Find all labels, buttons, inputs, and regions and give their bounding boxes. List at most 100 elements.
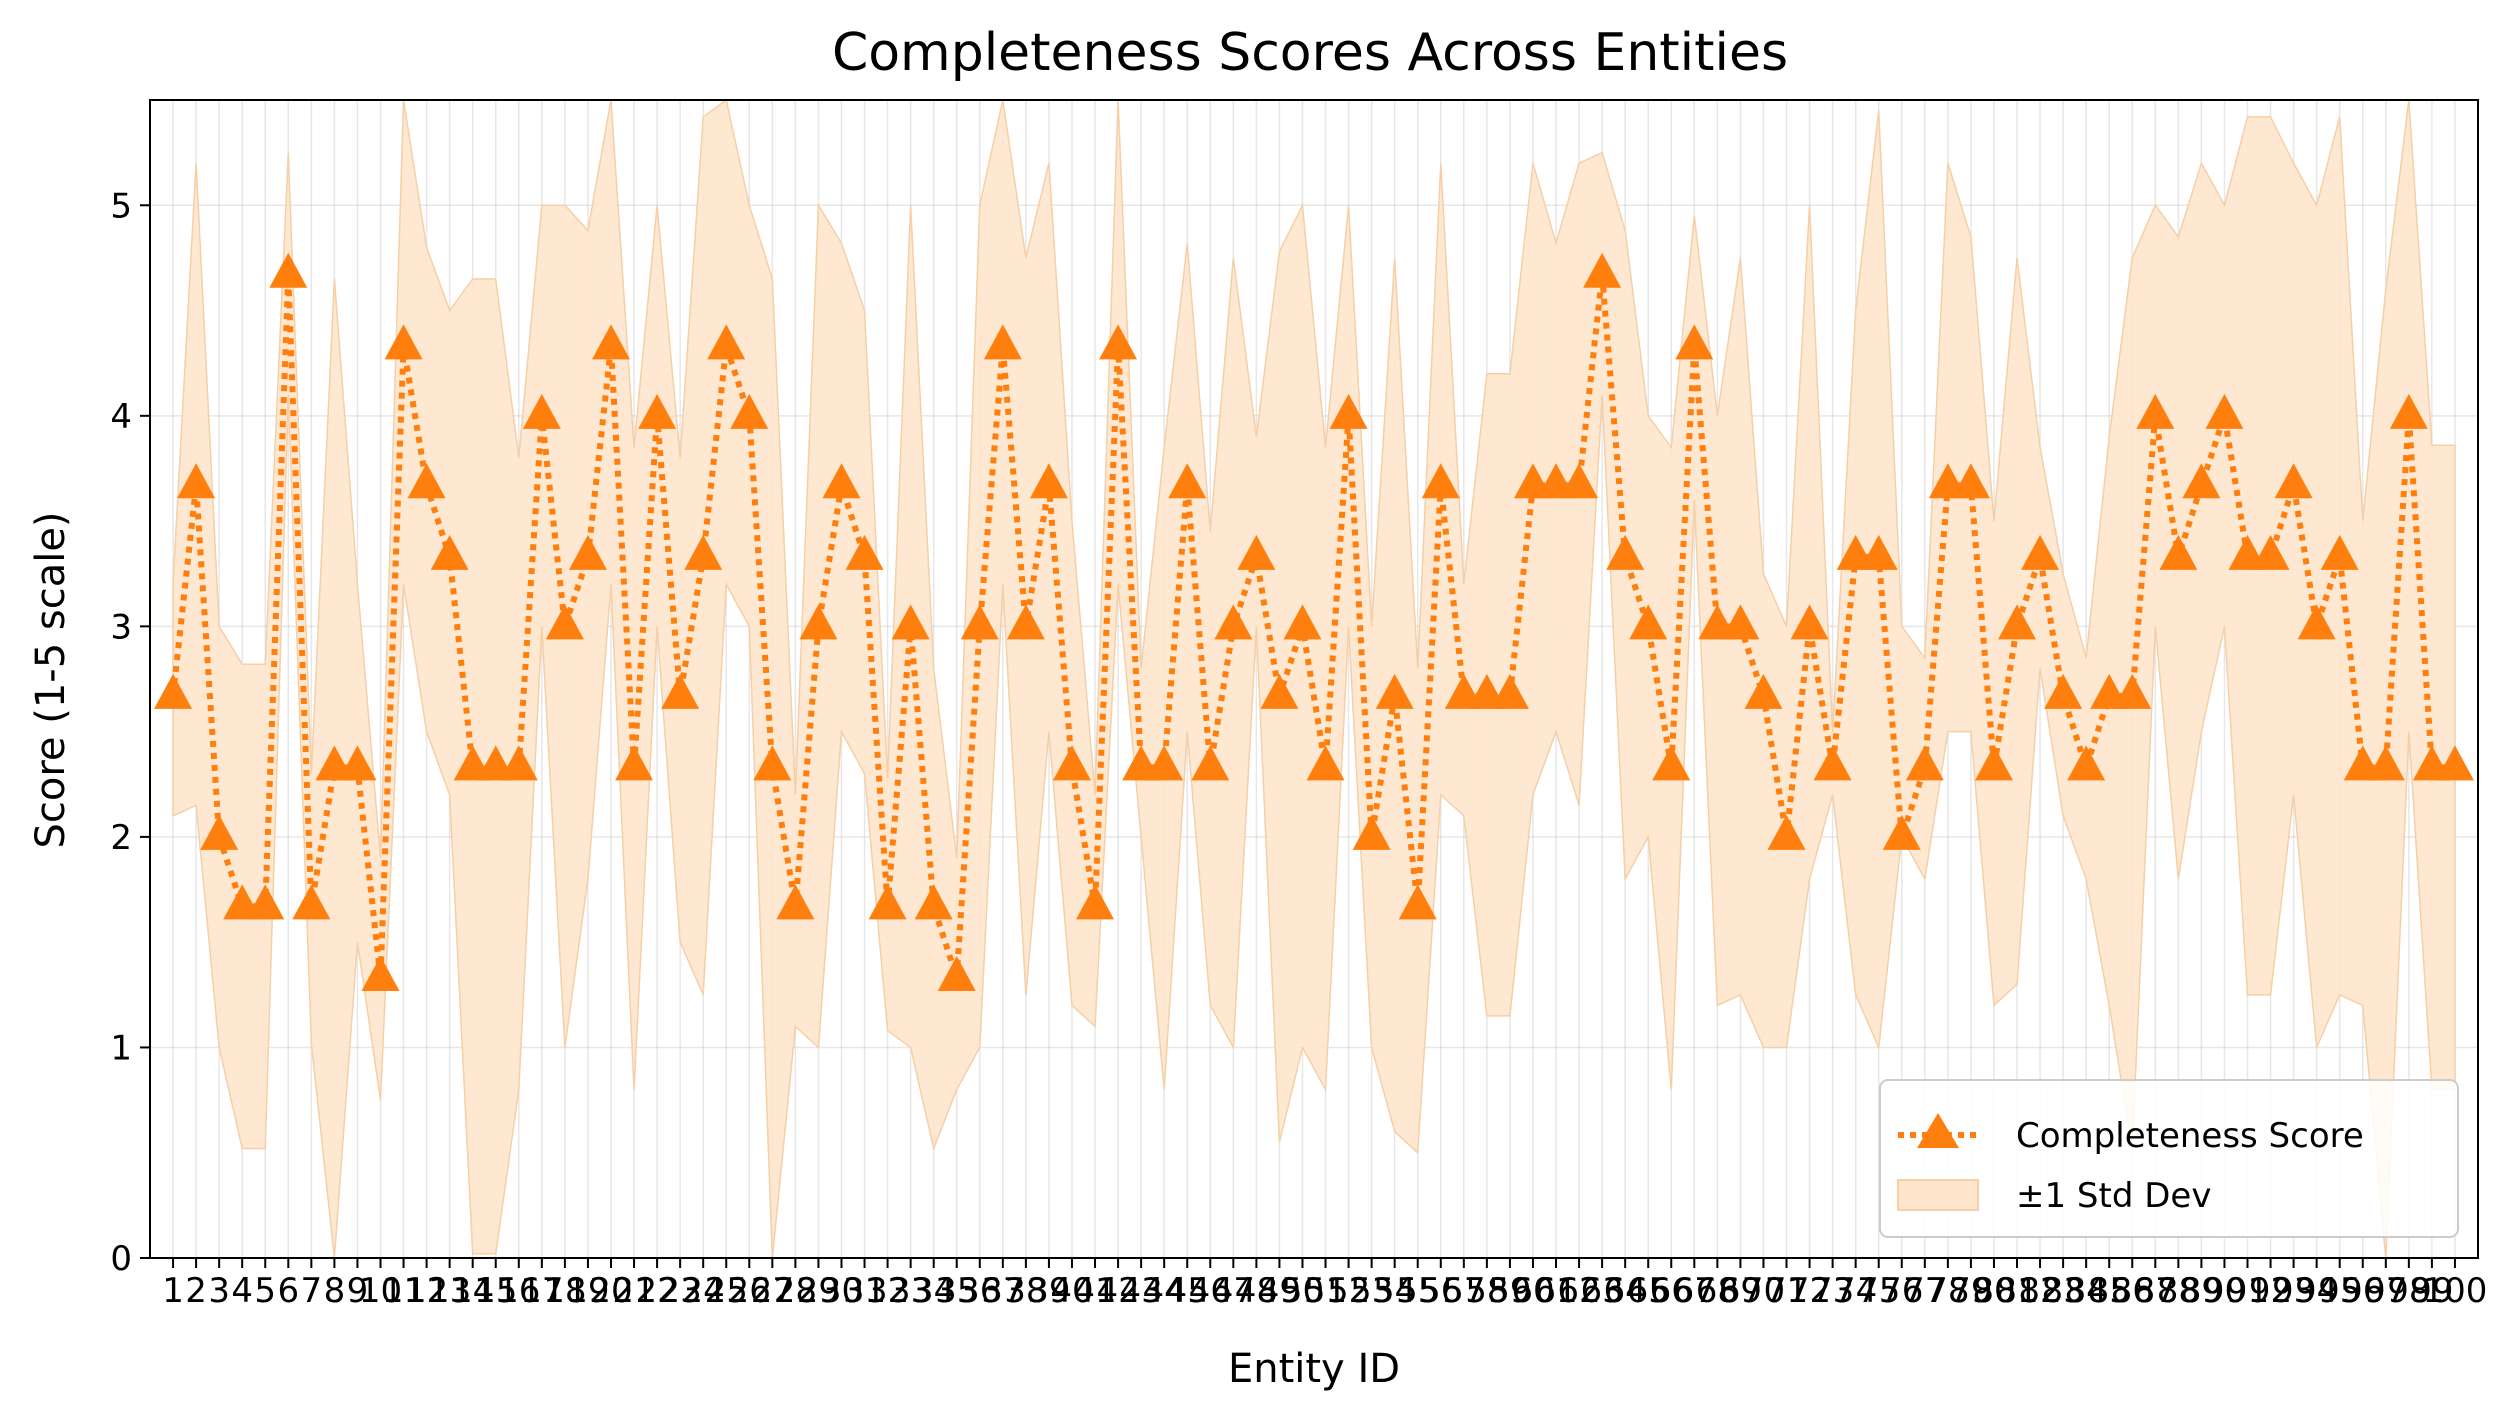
score-marker-76	[1882, 814, 1921, 850]
score-marker-18	[545, 604, 584, 640]
score-marker-51	[1306, 745, 1345, 781]
score-marker-88	[2159, 534, 2198, 570]
y-tick-labels: 0 1 2 3 4 5	[110, 186, 132, 1279]
score-marker-47	[1214, 604, 1253, 640]
score-marker-54	[1375, 673, 1414, 709]
score-marker-56	[1421, 463, 1460, 499]
x-tick-label-7: 7	[301, 1271, 323, 1311]
x-tick-label-62: 62	[1557, 1271, 1600, 1311]
y-axis-label: Score (1-5 scale)	[28, 511, 74, 848]
x-tick-label-91: 91	[2226, 1271, 2269, 1311]
x-tick-label-12: 12	[405, 1271, 448, 1311]
score-marker-81	[1998, 604, 2037, 640]
score-marker-24	[684, 534, 723, 570]
score-marker-86	[2113, 673, 2152, 709]
score-marker-42	[1099, 324, 1138, 360]
score-marker-98	[2389, 393, 2428, 429]
score-markers	[154, 252, 2474, 991]
x-tick-label-1: 1	[162, 1271, 184, 1311]
x-axis-label: Entity ID	[1228, 1346, 1400, 1392]
x-tick-label-76: 76	[1880, 1271, 1923, 1311]
x-tick-label-5: 5	[254, 1271, 276, 1311]
score-marker-50	[1283, 604, 1322, 640]
score-marker-36	[960, 604, 999, 640]
score-marker-31	[845, 534, 884, 570]
y-tick-label-3: 3	[110, 607, 132, 647]
x-tick-label-88: 88	[2157, 1271, 2200, 1311]
score-series-line	[170, 274, 2455, 979]
score-marker-55	[1398, 884, 1437, 920]
x-tick-label-52: 52	[1327, 1271, 1370, 1311]
score-marker-63	[1583, 252, 1622, 288]
score-marker-82	[2021, 534, 2060, 570]
x-tick-label-74: 74	[1834, 1271, 1877, 1311]
y-tick-label-0: 0	[110, 1239, 132, 1279]
x-tick-label-83: 83	[2041, 1271, 2084, 1311]
x-tick-label-95: 95	[2318, 1271, 2361, 1311]
score-marker-46	[1191, 745, 1230, 781]
score-marker-41	[1076, 884, 1115, 920]
x-tick-label-48: 48	[1235, 1271, 1278, 1311]
x-tick-label-15: 15	[474, 1271, 517, 1311]
legend-box	[1879, 1079, 2459, 1238]
x-tick-label-90: 90	[2203, 1271, 2246, 1311]
score-marker-90	[2205, 393, 2244, 429]
score-marker-9	[338, 745, 377, 781]
x-tick-label-38: 38	[1004, 1271, 1047, 1311]
x-tick-label-69: 69	[1719, 1271, 1762, 1311]
x-tick-label-97: 97	[2364, 1271, 2407, 1311]
score-marker-48	[1237, 534, 1276, 570]
score-marker-77	[1905, 745, 1944, 781]
score-marker-19	[568, 534, 607, 570]
x-tick-label-34: 34	[912, 1271, 955, 1311]
score-marker-79	[1951, 463, 1990, 499]
score-marker-71	[1767, 814, 1806, 850]
x-tick-label-25: 25	[705, 1271, 748, 1311]
score-marker-64	[1606, 534, 1645, 570]
score-marker-2	[177, 463, 216, 499]
score-marker-10	[361, 955, 400, 991]
x-tick-label-54: 54	[1373, 1271, 1416, 1311]
score-marker-89	[2182, 463, 2221, 499]
score-marker-38	[1006, 604, 1045, 640]
score-marker-39	[1029, 463, 1068, 499]
legend-label-std: ±1 Std Dev	[2016, 1176, 2211, 1216]
score-marker-13	[430, 534, 469, 570]
score-marker-95	[2320, 534, 2359, 570]
x-tick-label-59: 59	[1488, 1271, 1531, 1311]
x-tick-label-72: 72	[1788, 1271, 1831, 1311]
x-tick-label-61: 61	[1534, 1271, 1577, 1311]
x-tick-label-70: 70	[1742, 1271, 1785, 1311]
x-tick-label-66: 66	[1650, 1271, 1693, 1311]
score-marker-11	[384, 324, 423, 360]
y-tick-label-5: 5	[110, 186, 132, 226]
score-marker-80	[1974, 745, 2013, 781]
x-tick-label-45: 45	[1166, 1271, 1209, 1311]
score-marker-12	[407, 463, 446, 499]
x-tick-label-68: 68	[1696, 1271, 1739, 1311]
score-line	[170, 274, 2455, 979]
score-marker-53	[1352, 814, 1391, 850]
x-tick-label-51: 51	[1304, 1271, 1347, 1311]
x-tick-label-24: 24	[682, 1271, 725, 1311]
legend-triangle-icon	[1917, 1113, 1959, 1148]
x-tick-label-32: 32	[866, 1271, 909, 1311]
score-marker-25	[707, 324, 746, 360]
x-tick-label-98: 98	[2387, 1271, 2430, 1311]
score-marker-21	[615, 745, 654, 781]
legend-label-score: Completeness Score	[2016, 1116, 2364, 1156]
y-tick-label-1: 1	[110, 1028, 132, 1068]
score-marker-29	[799, 604, 838, 640]
x-tick-label-53: 53	[1350, 1271, 1393, 1311]
x-tick-label-39: 39	[1027, 1271, 1070, 1311]
score-marker-84	[2067, 745, 2106, 781]
score-marker-93	[2274, 463, 2313, 499]
x-tick-label-55: 55	[1396, 1271, 1439, 1311]
x-tick-label-80: 80	[1972, 1271, 2015, 1311]
x-tick-label-81: 81	[1995, 1271, 2038, 1311]
x-tick-label-77: 77	[1903, 1271, 1946, 1311]
x-tick-label-71: 71	[1765, 1271, 1808, 1311]
score-marker-100	[2435, 745, 2474, 781]
x-tick-label-33: 33	[889, 1271, 932, 1311]
x-tick-label-22: 22	[635, 1271, 678, 1311]
